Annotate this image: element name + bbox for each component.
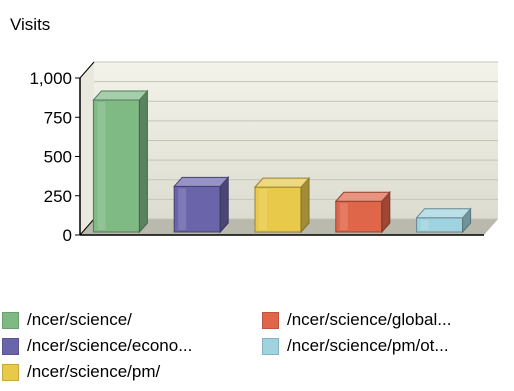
legend-label: /ncer/science/global... [287,310,452,329]
legend-swatch [2,363,19,381]
axis-corner-edge [79,218,95,236]
plot-area: 0 250 500 750 1,000 [29,61,498,245]
y-axis-label: Visits [10,15,50,34]
bar-highlight [97,101,106,230]
legend-swatch [2,337,19,355]
side-wall [80,62,94,235]
bar-top [334,191,391,202]
y-tick-label: 500 [44,148,72,167]
legend-item: /ncer/science/econo... [2,335,192,357]
bar-top [92,90,149,101]
bar-highlight [339,203,348,230]
y-tick-label: 250 [44,187,72,206]
bar-top [253,177,311,188]
bar-side [138,89,148,234]
y-tick-label: 1,000 [29,69,72,88]
legend-item: /ncer/science/pm/ [2,361,160,383]
legend-item: /ncer/science/pm/ot... [262,335,449,357]
legend-label: /ncer/science/econo... [27,336,193,355]
legend-label: /ncer/science/pm/ [27,362,161,381]
legend-label: /ncer/science/ [27,310,132,329]
legend: /ncer/science/ /ncer/science/econo... /nce… [0,305,514,391]
y-tick-label: 0 [63,226,72,245]
bar-chart: Visits 0 250 500 750 1,000 [10,15,498,245]
bar-top [173,176,230,187]
bar-top [415,208,472,219]
bar-highlight [178,188,187,230]
legend-swatch [262,337,279,355]
legend-swatch [262,311,279,329]
bar-highlight [259,189,267,230]
legend-item: /ncer/science/global... [262,309,451,331]
legend-item: /ncer/science/ [2,309,132,331]
bar-highlight [420,219,429,230]
y-tick-label: 750 [44,108,72,127]
legend-label: /ncer/science/pm/ot... [287,336,449,355]
legend-swatch [2,311,19,329]
y-axis-top-edge [79,61,95,79]
